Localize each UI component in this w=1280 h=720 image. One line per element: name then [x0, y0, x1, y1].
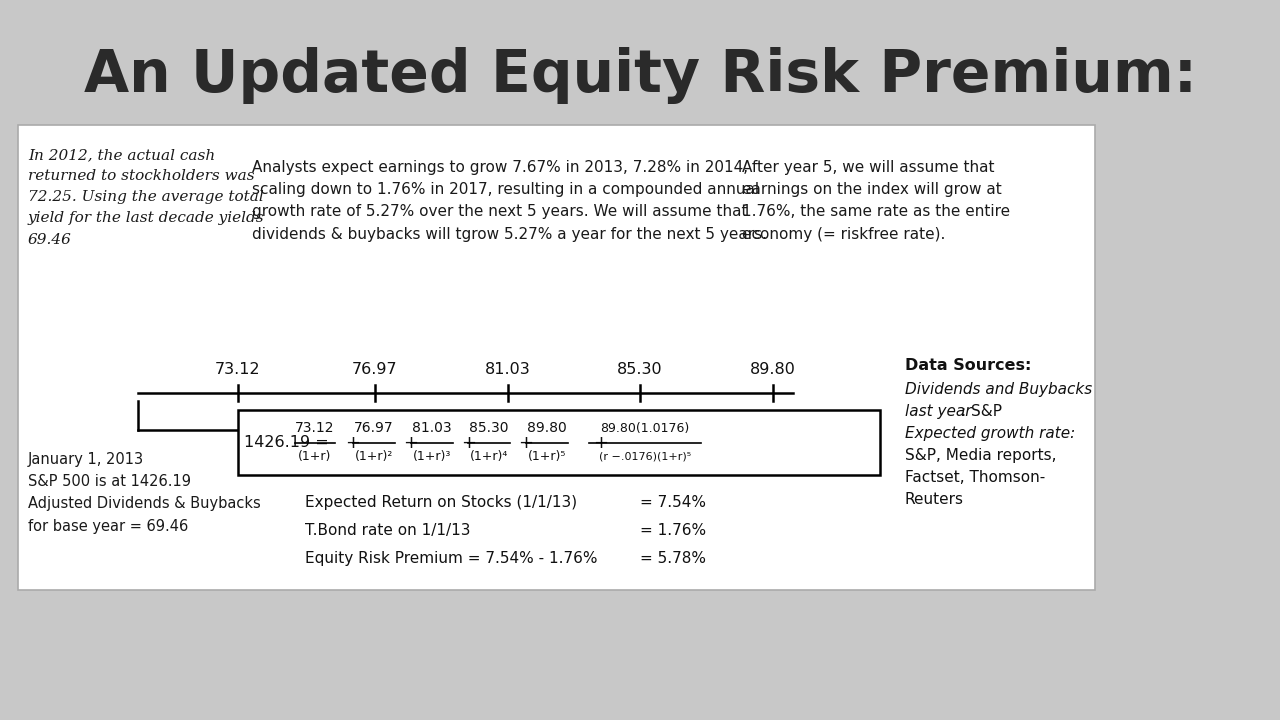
Text: 85.30: 85.30 — [470, 421, 508, 436]
Text: Factset, Thomson-: Factset, Thomson- — [905, 470, 1046, 485]
Text: (1+r)⁴: (1+r)⁴ — [470, 450, 508, 463]
Text: (1+r)²: (1+r)² — [355, 450, 393, 463]
Text: +: + — [403, 433, 419, 451]
Text: 76.97: 76.97 — [352, 362, 398, 377]
Text: 89.80(1.0176): 89.80(1.0176) — [600, 422, 690, 435]
Text: 89.80: 89.80 — [527, 421, 567, 436]
Text: 76.97: 76.97 — [355, 421, 394, 436]
Text: 1426.19 =: 1426.19 = — [244, 435, 329, 450]
Text: 89.80: 89.80 — [750, 362, 796, 377]
Text: = 1.76%: = 1.76% — [640, 523, 707, 538]
Text: After year 5, we will assume that
earnings on the index will grow at
1.76%, the : After year 5, we will assume that earnin… — [742, 160, 1010, 242]
Text: 85.30: 85.30 — [617, 362, 663, 377]
Text: Dividends and Buybacks: Dividends and Buybacks — [905, 382, 1092, 397]
Text: Data Sources:: Data Sources: — [905, 358, 1032, 373]
Text: +: + — [594, 433, 608, 451]
Text: Equity Risk Premium = 7.54% - 1.76%: Equity Risk Premium = 7.54% - 1.76% — [305, 551, 598, 566]
Text: last year: last year — [905, 404, 972, 419]
Text: (1+r): (1+r) — [298, 450, 332, 463]
Text: +: + — [346, 433, 360, 451]
Text: 81.03: 81.03 — [485, 362, 531, 377]
Text: Reuters: Reuters — [905, 492, 964, 507]
Text: 81.03: 81.03 — [412, 421, 452, 436]
Text: = 5.78%: = 5.78% — [640, 551, 707, 566]
Text: = 7.54%: = 7.54% — [640, 495, 707, 510]
Text: +: + — [518, 433, 534, 451]
Text: (1+r)⁵: (1+r)⁵ — [527, 450, 566, 463]
Text: (r −.0176)(1+r)⁵: (r −.0176)(1+r)⁵ — [599, 451, 691, 462]
Bar — [18, 125, 1094, 590]
Text: T.Bond rate on 1/1/13: T.Bond rate on 1/1/13 — [305, 523, 471, 538]
Text: Expected Return on Stocks (1/1/13): Expected Return on Stocks (1/1/13) — [305, 495, 577, 510]
Text: +: + — [461, 433, 476, 451]
Text: Analysts expect earnings to grow 7.67% in 2013, 7.28% in 2014,
scaling down to 1: Analysts expect earnings to grow 7.67% i… — [252, 160, 767, 242]
Text: Expected growth rate:: Expected growth rate: — [905, 426, 1075, 441]
Text: 73.12: 73.12 — [296, 421, 335, 436]
Text: January 1, 2013
S&P 500 is at 1426.19
Adjusted Dividends & Buybacks
for base yea: January 1, 2013 S&P 500 is at 1426.19 Ad… — [28, 452, 261, 534]
Text: An Updated Equity Risk Premium:: An Updated Equity Risk Premium: — [83, 47, 1197, 104]
Text: In 2012, the actual cash
returned to stockholders was
72.25. Using the average t: In 2012, the actual cash returned to sto… — [28, 148, 265, 246]
Text: S&P, Media reports,: S&P, Media reports, — [905, 448, 1056, 463]
Text: 73.12: 73.12 — [215, 362, 261, 377]
Text: : S&P: : S&P — [961, 404, 1002, 419]
Bar — [238, 410, 881, 475]
Text: (1+r)³: (1+r)³ — [413, 450, 451, 463]
